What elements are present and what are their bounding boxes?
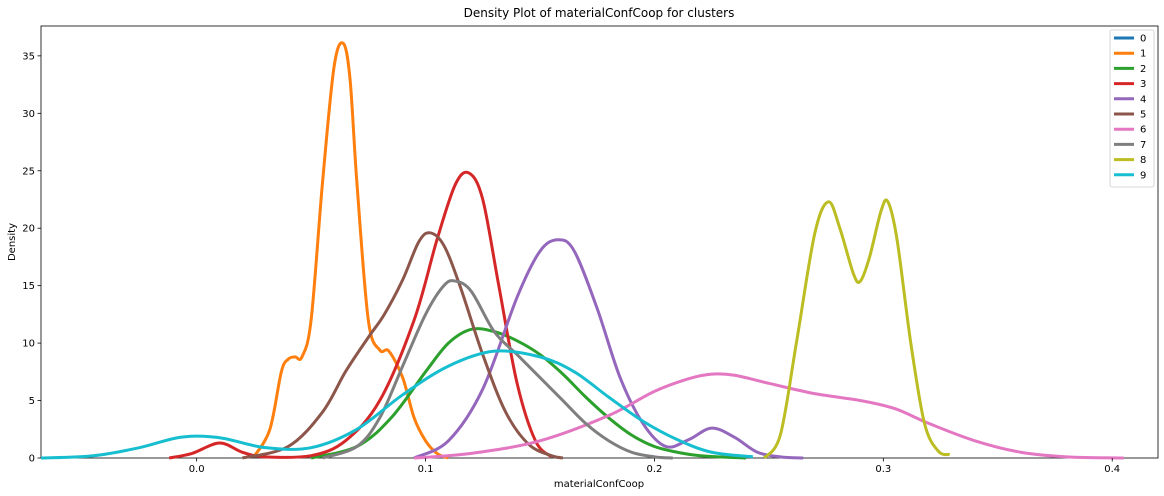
- x-tick-label: 0.1: [418, 464, 434, 475]
- y-tick-label: 30: [22, 109, 35, 120]
- legend-label-6: 6: [1140, 125, 1146, 136]
- series-line-3: [168, 170, 553, 460]
- x-axis-label: materialConfCoop: [554, 479, 644, 490]
- legend-label-1: 1: [1140, 49, 1146, 60]
- series-line-7: [322, 279, 673, 460]
- plot-area: [40, 25, 1159, 459]
- series-line-8: [763, 198, 951, 460]
- y-tick-label: 25: [22, 166, 35, 177]
- legend: 0 1 2 3 4 5 6 7 8 9: [1109, 29, 1155, 188]
- x-tick-label: 0.0: [189, 464, 205, 475]
- y-tick-label: 5: [29, 396, 35, 407]
- y-axis-label: Density: [7, 223, 18, 261]
- legend-label-7: 7: [1140, 140, 1146, 151]
- series-line-9: [40, 349, 754, 460]
- x-tick-label: 0.4: [1104, 464, 1120, 475]
- legend-label-4: 4: [1140, 94, 1146, 105]
- series-layer: [40, 41, 1124, 460]
- axis-ticks: 0.0 0.1 0.2 0.3 0.4 0 5 10 15 20 25 30 35: [22, 51, 1120, 475]
- legend-label-9: 9: [1140, 170, 1146, 181]
- y-tick-label: 35: [22, 51, 35, 62]
- y-tick-label: 15: [22, 281, 35, 292]
- legend-label-5: 5: [1140, 110, 1146, 121]
- legend-label-3: 3: [1140, 79, 1146, 90]
- legend-label-0: 0: [1140, 34, 1146, 45]
- x-tick-label: 0.2: [646, 464, 662, 475]
- x-tick-label: 0.3: [875, 464, 891, 475]
- legend-label-8: 8: [1140, 155, 1146, 166]
- series-line-1: [252, 41, 449, 460]
- chart-title: Density Plot of materialConfCoop for clu…: [464, 6, 735, 20]
- legend-label-2: 2: [1140, 64, 1146, 75]
- y-tick-label: 20: [22, 224, 35, 235]
- series-line-5: [242, 231, 564, 460]
- y-tick-label: 10: [22, 339, 35, 350]
- series-line-4: [413, 238, 804, 460]
- series-line-6: [413, 372, 1124, 460]
- y-tick-label: 0: [29, 454, 35, 465]
